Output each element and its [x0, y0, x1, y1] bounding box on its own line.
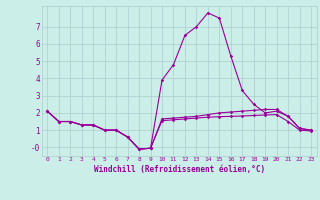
X-axis label: Windchill (Refroidissement éolien,°C): Windchill (Refroidissement éolien,°C) [94, 165, 265, 174]
